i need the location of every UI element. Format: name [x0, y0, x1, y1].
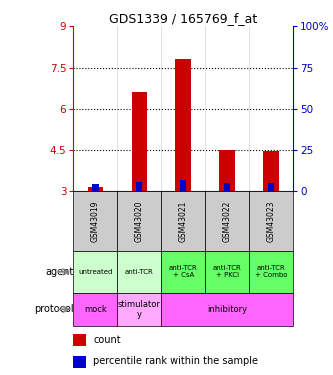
Text: count: count [93, 335, 121, 345]
Text: untreated: untreated [78, 269, 113, 275]
Bar [88, 187, 103, 191]
Text: agent: agent [45, 267, 73, 277]
Bar [136, 182, 143, 191]
Bar [73, 292, 117, 326]
Text: mock: mock [84, 305, 107, 314]
Bar [73, 251, 117, 292]
Title: GDS1339 / 165769_f_at: GDS1339 / 165769_f_at [109, 12, 257, 25]
Bar [249, 251, 293, 292]
Text: GSM43021: GSM43021 [178, 201, 188, 242]
Text: GSM43022: GSM43022 [222, 201, 232, 242]
Bar [132, 92, 147, 191]
Bar [263, 152, 279, 191]
Text: anti-TCR: anti-TCR [125, 269, 154, 275]
Bar [205, 251, 249, 292]
Bar [73, 191, 117, 251]
Bar [161, 251, 205, 292]
Bar [73, 356, 87, 368]
Bar [92, 184, 99, 191]
Bar [73, 334, 87, 346]
Bar [180, 180, 186, 191]
Text: anti-TCR
+ PKCi: anti-TCR + PKCi [213, 266, 241, 278]
Text: anti-TCR
+ Combo: anti-TCR + Combo [255, 266, 287, 278]
Bar [161, 191, 205, 251]
Text: protocol: protocol [34, 304, 73, 314]
Bar [219, 150, 235, 191]
Bar [175, 59, 191, 191]
Bar [205, 191, 249, 251]
Text: GSM43020: GSM43020 [135, 201, 144, 242]
Bar [224, 183, 230, 191]
Bar [161, 292, 293, 326]
Bar [117, 292, 161, 326]
Text: stimulator
y: stimulator y [118, 300, 161, 319]
Bar [249, 191, 293, 251]
Text: inhibitory: inhibitory [207, 305, 247, 314]
Bar [268, 183, 274, 191]
Bar [117, 191, 161, 251]
Text: anti-TCR
+ CsA: anti-TCR + CsA [169, 266, 197, 278]
Text: GSM43019: GSM43019 [91, 201, 100, 242]
Text: percentile rank within the sample: percentile rank within the sample [93, 356, 258, 366]
Bar [117, 251, 161, 292]
Text: GSM43023: GSM43023 [266, 201, 276, 242]
